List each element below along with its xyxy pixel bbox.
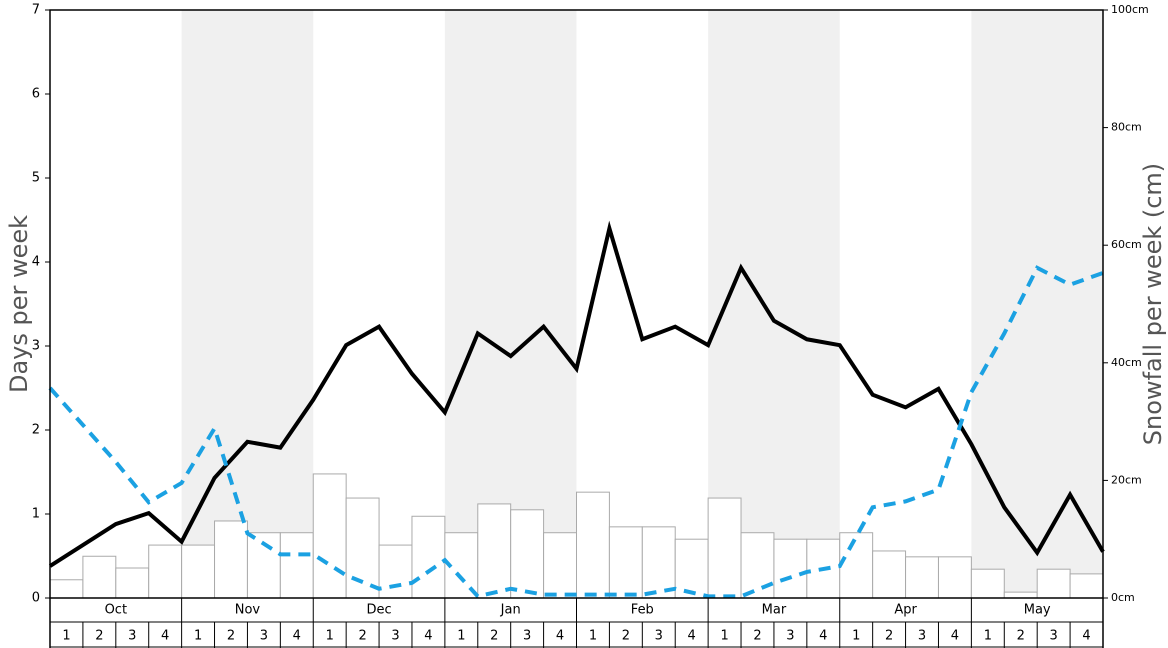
bar <box>707 497 742 599</box>
y-tick-label: 1 <box>32 507 40 522</box>
bar <box>1069 573 1104 599</box>
y-tick-label: 3 <box>32 339 40 354</box>
week-label: 4 <box>556 629 564 644</box>
month-band <box>181 10 314 598</box>
week-label: 3 <box>523 629 531 644</box>
bar <box>279 532 314 599</box>
y2-axis-label: Snowfall per week (cm) <box>1139 163 1167 445</box>
y-tick-label: 5 <box>32 171 40 186</box>
week-label: 2 <box>358 629 366 644</box>
bar <box>82 555 117 599</box>
bar <box>49 579 84 599</box>
month-label: May <box>1024 603 1051 618</box>
y2-tick-label: 100cm <box>1111 3 1149 16</box>
bar <box>181 544 216 599</box>
week-label: 2 <box>95 629 103 644</box>
week-label: 2 <box>490 629 498 644</box>
bar <box>1003 591 1038 599</box>
month-band <box>971 10 1103 598</box>
bar <box>872 550 907 599</box>
bar <box>641 526 676 599</box>
week-label: 4 <box>1082 629 1090 644</box>
bar <box>543 532 577 599</box>
y-tick-label: 4 <box>32 255 40 270</box>
line-series <box>48 220 1105 568</box>
bar <box>937 556 972 599</box>
week-label: 3 <box>655 629 663 644</box>
bar <box>608 526 643 599</box>
y2-tick-label: 20cm <box>1111 473 1142 486</box>
bar <box>674 538 709 599</box>
bar <box>378 544 413 599</box>
bar <box>115 567 150 599</box>
y-axis-label: Days per week <box>5 215 33 393</box>
backgrounds <box>181 10 1103 598</box>
week-label: 4 <box>819 629 827 644</box>
week-label: 2 <box>1017 629 1025 644</box>
bar <box>411 515 446 599</box>
y2-tick-label: 60cm <box>1111 238 1142 251</box>
week-label: 4 <box>688 629 696 644</box>
week-label: 4 <box>424 629 432 644</box>
month-label: Dec <box>366 603 391 618</box>
bar <box>970 568 1005 599</box>
bar <box>510 509 545 599</box>
week-label: 2 <box>227 629 235 644</box>
y2-tick-label: 0cm <box>1111 591 1135 604</box>
y-tick-label: 6 <box>32 87 40 102</box>
week-label: 3 <box>786 629 794 644</box>
month-label: Oct <box>105 603 127 618</box>
month-label: Jan <box>500 603 521 618</box>
bar <box>740 532 775 599</box>
week-label: 2 <box>753 629 761 644</box>
line-series <box>48 265 1104 599</box>
week-label: 4 <box>293 629 301 644</box>
y2-tick-label: 40cm <box>1111 356 1142 369</box>
week-label: 1 <box>194 629 202 644</box>
month-label: Mar <box>762 603 787 618</box>
bar <box>576 491 610 599</box>
week-label: 2 <box>885 629 893 644</box>
week-label: 3 <box>1050 629 1058 644</box>
week-label: 1 <box>326 629 334 644</box>
week-label: 3 <box>128 629 136 644</box>
week-label: 1 <box>457 629 465 644</box>
bar <box>1036 568 1071 599</box>
month-label: Apr <box>894 603 917 618</box>
bar <box>477 503 512 599</box>
week-label: 3 <box>260 629 268 644</box>
bar <box>839 532 874 599</box>
bar <box>312 473 347 599</box>
week-label: 3 <box>918 629 926 644</box>
week-label: 4 <box>951 629 959 644</box>
week-label: 1 <box>984 629 992 644</box>
month-label: Feb <box>631 603 654 618</box>
week-label: 2 <box>622 629 630 644</box>
bar <box>905 556 939 599</box>
y-tick-label: 0 <box>32 591 40 606</box>
week-label: 4 <box>161 629 169 644</box>
week-label: 1 <box>852 629 860 644</box>
month-label: Nov <box>235 603 261 618</box>
y-tick-label: 7 <box>32 3 40 18</box>
bar <box>148 544 183 599</box>
month-band <box>444 10 577 598</box>
week-label: 1 <box>62 629 70 644</box>
y-tick-label: 2 <box>32 423 40 438</box>
week-label: 1 <box>720 629 728 644</box>
bar <box>214 520 248 599</box>
bar <box>773 538 808 599</box>
week-label: 3 <box>391 629 399 644</box>
bar <box>345 497 380 599</box>
week-label: 1 <box>589 629 597 644</box>
y2-tick-label: 80cm <box>1111 121 1142 134</box>
